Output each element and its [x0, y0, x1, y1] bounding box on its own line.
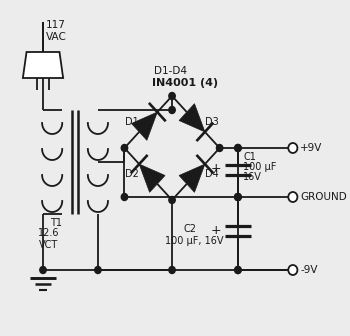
Polygon shape: [179, 104, 205, 132]
Circle shape: [235, 194, 241, 201]
Text: 16V: 16V: [244, 172, 262, 182]
Text: 12.6
VCT: 12.6 VCT: [38, 228, 60, 250]
Text: -9V: -9V: [300, 265, 318, 275]
Circle shape: [288, 192, 298, 202]
Text: +9V: +9V: [300, 143, 323, 153]
Text: T1: T1: [50, 218, 62, 228]
Text: +: +: [211, 163, 221, 175]
Circle shape: [235, 194, 241, 201]
Circle shape: [121, 144, 128, 152]
Circle shape: [95, 266, 101, 274]
Polygon shape: [132, 112, 157, 140]
Text: GROUND: GROUND: [300, 192, 347, 202]
Circle shape: [169, 92, 175, 99]
Circle shape: [288, 265, 298, 275]
Polygon shape: [179, 164, 205, 192]
Text: C1: C1: [244, 152, 256, 162]
Polygon shape: [139, 164, 165, 192]
Text: +: +: [211, 223, 221, 237]
Circle shape: [288, 143, 298, 153]
Circle shape: [235, 194, 241, 201]
Text: 117: 117: [46, 20, 66, 30]
Circle shape: [121, 194, 128, 201]
Text: C2: C2: [183, 223, 196, 234]
Text: VAC: VAC: [46, 32, 66, 42]
Text: D1-D4: D1-D4: [154, 66, 187, 76]
Text: D1: D1: [125, 117, 139, 127]
Polygon shape: [23, 52, 63, 78]
Circle shape: [235, 144, 241, 152]
Circle shape: [235, 144, 241, 152]
Circle shape: [216, 144, 223, 152]
Text: D4: D4: [205, 169, 219, 179]
Text: 100 μF: 100 μF: [244, 162, 277, 172]
Text: IN4001 (4): IN4001 (4): [152, 78, 218, 88]
Circle shape: [169, 197, 175, 204]
Text: D3: D3: [205, 117, 219, 127]
Circle shape: [235, 266, 241, 274]
Circle shape: [169, 107, 175, 114]
Text: 100 μF, 16V: 100 μF, 16V: [165, 236, 223, 246]
Text: D2: D2: [125, 169, 139, 179]
Circle shape: [169, 266, 175, 274]
Circle shape: [40, 266, 46, 274]
Circle shape: [235, 266, 241, 274]
